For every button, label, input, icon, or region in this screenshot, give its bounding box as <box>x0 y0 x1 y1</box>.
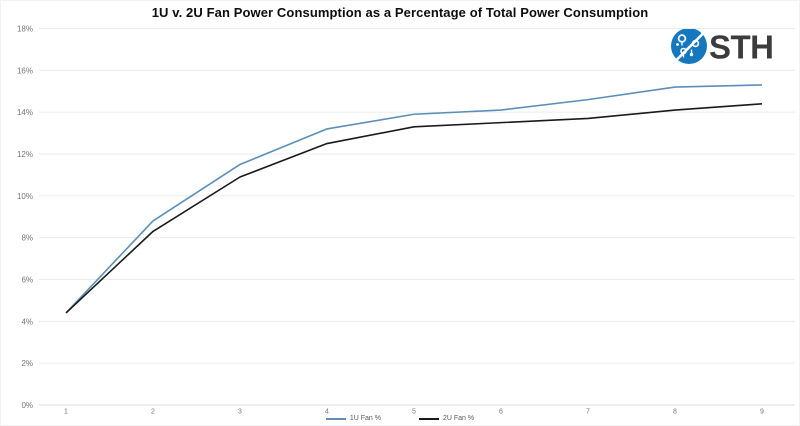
series-line-1u-fan- <box>65 84 763 314</box>
y-tick-label: 12% <box>17 150 33 159</box>
x-tick-label: 7 <box>586 409 590 416</box>
x-tick-label: 5 <box>412 409 416 416</box>
legend-label-1u: 1U Fan % <box>349 415 381 422</box>
x-tick-label: 2 <box>151 409 155 416</box>
chart-legend: 1U Fan % 2U Fan % <box>1 415 799 423</box>
legend-swatch-1u <box>325 418 346 420</box>
legend-label-2u: 2U Fan % <box>443 415 475 422</box>
y-tick-label: 14% <box>17 108 33 117</box>
y-tick-label: 16% <box>17 66 33 75</box>
y-tick-label: 4% <box>21 317 33 326</box>
x-tick-label: 3 <box>238 409 242 416</box>
y-tick-label: 8% <box>21 234 33 243</box>
y-tick-label: 0% <box>21 401 33 410</box>
y-tick-label: 2% <box>21 359 33 368</box>
legend-item-1u-fan: 1U Fan % <box>325 415 381 423</box>
circuit-icon <box>671 28 707 64</box>
series-line-2u-fan- <box>65 103 763 314</box>
legend-swatch-2u <box>419 418 439 420</box>
x-tick-label: 9 <box>760 409 764 416</box>
y-tick-label: 18% <box>17 25 33 34</box>
y-tick-label: 10% <box>17 192 33 201</box>
sth-logo-text: STH <box>709 29 774 66</box>
x-tick-label: 4 <box>325 409 329 416</box>
y-tick-label: 6% <box>21 276 33 285</box>
legend-item-2u-fan: 2U Fan % <box>419 415 474 423</box>
x-tick-label: 6 <box>499 409 503 416</box>
chart-title: 1U v. 2U Fan Power Consumption as a Perc… <box>151 5 649 20</box>
x-tick-label: 8 <box>673 409 677 416</box>
sth-logo: STH <box>671 28 774 66</box>
x-tick-label: 1 <box>64 409 68 416</box>
